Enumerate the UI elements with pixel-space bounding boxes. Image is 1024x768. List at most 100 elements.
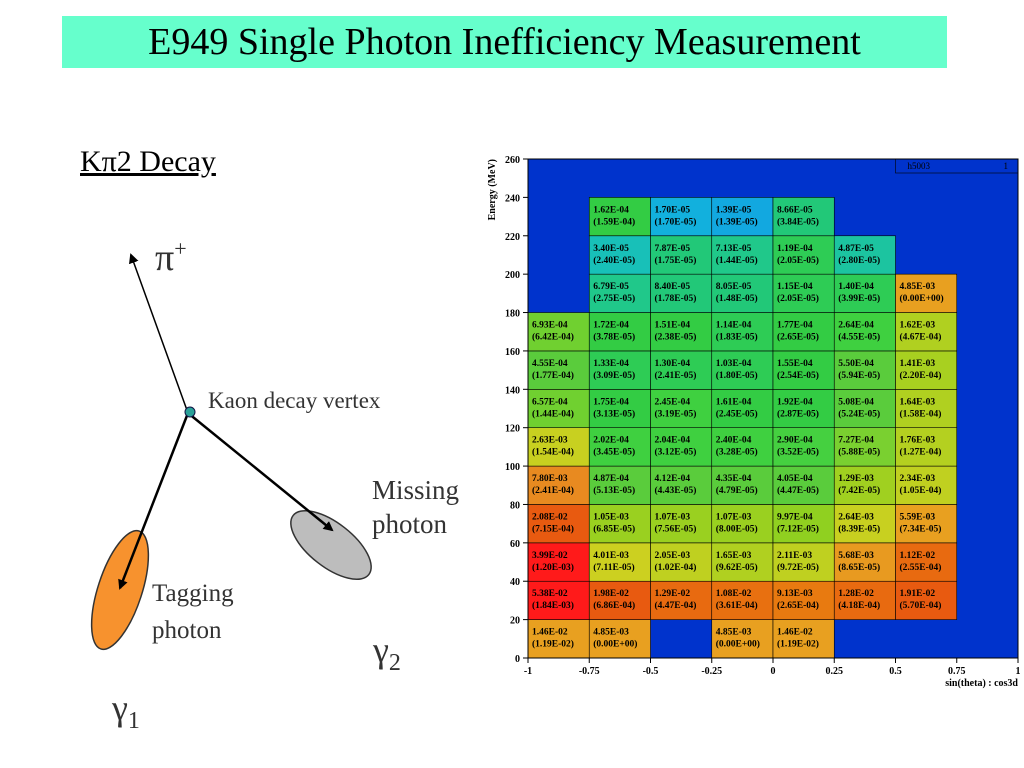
- cell-error-label: (4.47E-04): [655, 600, 697, 611]
- cell-value-label: 1.51E-04: [655, 321, 691, 331]
- cell-value-label: 2.04E-04: [655, 436, 691, 446]
- cell-value-label: 4.87E-05: [838, 244, 874, 254]
- cell-error-label: (0.00E+00): [593, 639, 637, 650]
- cell-error-label: (5.94E-05): [838, 370, 880, 381]
- y-tick-label: 140: [505, 385, 520, 396]
- cell-value-label: 4.55E-04: [532, 359, 568, 369]
- cell-error-label: (2.55E-04): [900, 562, 942, 573]
- cell-error-label: (1.80E-05): [716, 370, 758, 381]
- cell-error-label: (5.70E-04): [900, 600, 942, 611]
- cell-value-label: 7.13E-05: [716, 244, 752, 254]
- y-tick-label: 80: [510, 500, 520, 511]
- cell-error-label: (1.83E-05): [716, 332, 758, 343]
- cell-error-label: (5.88E-05): [838, 447, 880, 458]
- cell-error-label: (1.78E-05): [655, 293, 697, 304]
- tagging-photon-ellipse: [90, 529, 150, 651]
- heatmap-cell: [588, 619, 651, 659]
- missing-photon-track: [187, 412, 334, 532]
- cell-value-label: 4.85E-03: [716, 628, 752, 638]
- missing-photon-label-1: Missing: [372, 475, 459, 505]
- heatmap-cell: [650, 197, 713, 237]
- cell-value-label: 4.12E-04: [655, 474, 691, 484]
- cell-value-label: 4.05E-04: [777, 474, 813, 484]
- cell-value-label: 2.40E-04: [716, 436, 752, 446]
- heatmap-cell: [711, 197, 774, 237]
- heatmap-cell: [895, 465, 958, 505]
- cell-error-label: (3.13E-05): [593, 408, 635, 419]
- x-tick-label: -0.75: [579, 666, 600, 677]
- cell-value-label: 4.35E-04: [716, 474, 752, 484]
- cell-value-label: 1.29E-03: [838, 474, 874, 484]
- cell-error-label: (2.54E-05): [777, 370, 819, 381]
- cell-error-label: (7.11E-05): [593, 562, 634, 573]
- heatmap-cell: [772, 542, 835, 582]
- cell-value-label: 2.45E-04: [655, 397, 691, 407]
- cell-value-label: 2.11E-03: [777, 551, 812, 561]
- y-tick-label: 60: [510, 539, 520, 550]
- cell-value-label: 7.87E-05: [655, 244, 691, 254]
- stats-box-name: h5003: [908, 161, 931, 171]
- y-axis-title: Energy (MeV): [487, 159, 498, 220]
- cell-value-label: 1.72E-04: [593, 321, 629, 331]
- cell-value-label: 1.41E-03: [900, 359, 936, 369]
- heatmap-cell: [833, 350, 896, 390]
- cell-error-label: (1.54E-04): [532, 447, 574, 458]
- cell-value-label: 1.91E-02: [900, 589, 936, 599]
- heatmap-cell: [588, 580, 651, 620]
- cell-value-label: 1.62E-03: [900, 321, 936, 331]
- cell-error-label: (1.19E-02): [532, 639, 574, 650]
- cell-error-label: (2.87E-05): [777, 408, 819, 419]
- x-tick-label: 1: [1016, 666, 1021, 677]
- cell-error-label: (2.05E-05): [777, 293, 819, 304]
- cell-value-label: 1.05E-03: [593, 512, 629, 522]
- cell-error-label: (6.86E-04): [593, 600, 635, 611]
- cell-value-label: 1.65E-03: [716, 551, 752, 561]
- cell-error-label: (7.56E-05): [655, 523, 697, 534]
- y-tick-label: 120: [505, 424, 520, 435]
- heatmap-cell: [833, 542, 896, 582]
- cell-error-label: (1.39E-05): [716, 216, 758, 227]
- cell-error-label: (1.70E-05): [655, 216, 697, 227]
- cell-error-label: (2.20E-04): [900, 370, 942, 381]
- cell-value-label: 2.08E-02: [532, 512, 568, 522]
- heatmap-cell: [588, 235, 651, 275]
- cell-value-label: 6.57E-04: [532, 397, 568, 407]
- heatmap-cell: [772, 580, 835, 620]
- cell-error-label: (0.00E+00): [900, 293, 944, 304]
- heatmap-cell: [833, 273, 896, 313]
- cell-value-label: 6.93E-04: [532, 321, 568, 331]
- heatmap-cell: [895, 427, 958, 467]
- cell-error-label: (4.67E-04): [900, 332, 942, 343]
- cell-value-label: 1.46E-02: [532, 628, 568, 638]
- heatmap-cell: [895, 542, 958, 582]
- decay-heading: Kπ2 Decay: [80, 145, 216, 178]
- cell-value-label: 9.13E-03: [777, 589, 813, 599]
- cell-value-label: 8.66E-05: [777, 205, 813, 215]
- y-tick-label: 240: [505, 193, 520, 204]
- cell-error-label: (3.12E-05): [655, 447, 697, 458]
- cell-value-label: 2.63E-03: [532, 436, 568, 446]
- x-tick-label: -0.5: [643, 666, 659, 677]
- cell-value-label: 1.08E-02: [716, 589, 752, 599]
- cell-error-label: (3.84E-05): [777, 216, 819, 227]
- heatmap-cell: [833, 427, 896, 467]
- y-tick-label: 200: [505, 270, 520, 281]
- y-tick-label: 160: [505, 347, 520, 358]
- heatmap-cell: [588, 542, 651, 582]
- stats-box-entries: 1: [1004, 161, 1009, 171]
- cell-error-label: (2.65E-05): [777, 332, 819, 343]
- cell-value-label: 1.07E-03: [655, 512, 691, 522]
- decay-diagram: π+ Kaon decay vertex Missing photon Tagg…: [90, 236, 459, 734]
- cell-value-label: 4.85E-03: [900, 282, 936, 292]
- cell-value-label: 7.80E-03: [532, 474, 568, 484]
- heatmap-cell: [833, 465, 896, 505]
- cell-error-label: (1.44E-05): [716, 255, 758, 266]
- heatmap-cell: [588, 273, 651, 313]
- y-tick-label: 220: [505, 232, 520, 243]
- heatmap-cell: [588, 504, 651, 544]
- x-tick-label: 0.25: [826, 666, 844, 677]
- cell-error-label: (1.58E-04): [900, 408, 942, 419]
- cell-value-label: 1.29E-02: [655, 589, 691, 599]
- heatmap-cell: [527, 427, 590, 467]
- heatmap-cell: [527, 350, 590, 390]
